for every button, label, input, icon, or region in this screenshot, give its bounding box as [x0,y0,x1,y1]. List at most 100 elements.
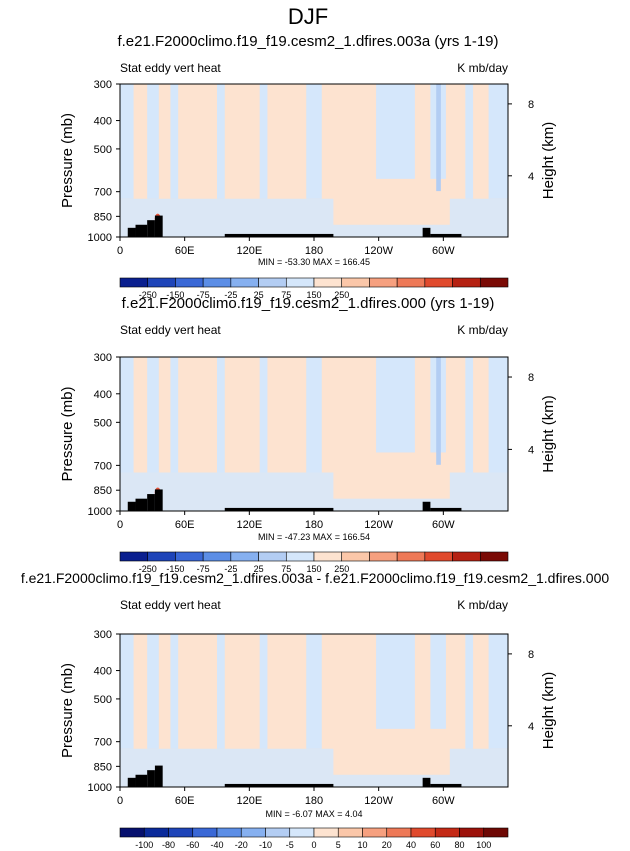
x-tick-label: 60W [432,245,455,257]
colorbar-swatch [216,827,242,838]
y-tick-label: 500 [94,694,112,706]
colorbar-label: -250 [139,564,157,574]
shading-band [259,357,268,473]
terrain-block [127,227,136,237]
colorbar-label: -5 [286,840,294,850]
colorbar-label: -80 [162,840,175,850]
x-tick-label: 120E [236,795,262,807]
colorbar-swatch [175,551,204,562]
colorbar-swatch [369,277,398,288]
colorbar-swatch [410,827,436,838]
colorbar-label: 150 [306,564,321,574]
y-right-tick-label: 4 [528,721,534,733]
colorbar-swatch [396,277,426,288]
terrain-block [147,770,155,787]
colorbar-swatch [230,551,259,562]
y-tick-label: 850 [94,761,112,773]
x-tick-label: 60E [175,519,195,531]
colorbar-label: 20 [382,840,392,850]
colorbar-label: 75 [281,290,291,300]
shading-band [465,84,474,199]
y-right-tick-label: 8 [528,99,534,111]
colorbar-swatch [265,827,291,838]
panel-title: f.e21.F2000climo.f19_f19.cesm2_1.dfires.… [122,295,495,312]
colorbar-label: -150 [166,290,184,300]
terrain-block [224,507,334,511]
x-tick-label: 0 [117,245,123,257]
stats-text: MIN = -53.30 MAX = 166.45 [258,257,370,267]
colorbar-swatch [289,827,315,838]
terrain-block [224,783,334,787]
x-tick-label: 120W [364,519,393,531]
shading-band [259,84,268,199]
colorbar-swatch [119,277,149,288]
x-tick-label: 60W [432,795,455,807]
y-tick-label: 1000 [88,782,112,794]
colorbar-label: 40 [406,840,416,850]
colorbar-label: -40 [210,840,223,850]
colorbar-swatch [483,827,509,838]
shading-band [120,357,134,473]
shading-stripe [436,357,441,465]
y-right-axis-title: Height (km) [540,395,557,473]
shading-band [259,634,268,749]
shading-band [306,357,322,473]
x-tick-label: 120E [236,245,262,257]
colorbar-swatch [143,827,169,838]
y-tick-label: 400 [94,116,112,128]
colorbar-swatch [362,827,388,838]
colorbar-swatch [341,277,370,288]
page-title: DJF [288,4,328,29]
colorbar-swatch [434,827,460,838]
terrain-block [154,489,163,511]
colorbar-swatch [313,277,343,288]
colorbar-label: 80 [454,840,464,850]
colorbar-swatch [452,551,481,562]
shading-band [217,634,225,749]
right-label: K mb/day [457,323,508,337]
terrain-block [127,777,136,787]
terrain-block [430,507,462,511]
y-axis-title: Pressure (mb) [59,663,76,758]
colorbar-label: 25 [254,290,264,300]
right-label: K mb/day [457,61,508,75]
stats-text: MIN = -47.23 MAX = 166.54 [258,532,370,542]
colorbar-swatch [258,551,287,562]
colorbar-swatch [459,827,485,838]
terrain-block [135,498,148,511]
shading-band [465,634,474,749]
colorbar-label: 250 [334,564,349,574]
colorbar-label: -75 [197,290,210,300]
terrain-block [430,233,462,237]
left-label: Stat eddy vert heat [120,61,221,75]
colorbar-swatch [479,277,509,288]
colorbar-swatch [313,827,339,838]
colorbar-swatch [313,551,343,562]
x-tick-label: 60E [175,245,195,257]
shading-band [170,84,179,199]
colorbar-label: 25 [254,564,264,574]
left-label: Stat eddy vert heat [120,598,221,612]
colorbar-label: 5 [336,840,341,850]
x-tick-label: 180 [305,519,323,531]
terrain-block [135,774,148,787]
colorbar-label: 75 [281,564,291,574]
x-tick-label: 120W [364,795,393,807]
y-right-axis-title: Height (km) [540,672,557,750]
y-right-tick-label: 4 [528,171,534,183]
colorbar-swatch [147,551,176,562]
colorbar-label: 10 [357,840,367,850]
terrain-block [430,783,462,787]
colorbar-swatch [147,277,176,288]
colorbar-swatch [479,551,509,562]
terrain-block [135,224,148,237]
colorbar-label: -150 [166,564,184,574]
shading-band [488,357,508,473]
stats-text: MIN = -6.07 MAX = 4.04 [265,809,362,819]
terrain-block [154,215,163,237]
y-tick-label: 1000 [88,506,112,518]
terrain-block [422,501,431,511]
panel-title: f.e21.F2000climo.f19_f19.cesm2_1.dfires.… [21,570,610,586]
colorbar-swatch [424,551,453,562]
colorbar-swatch [202,277,232,288]
